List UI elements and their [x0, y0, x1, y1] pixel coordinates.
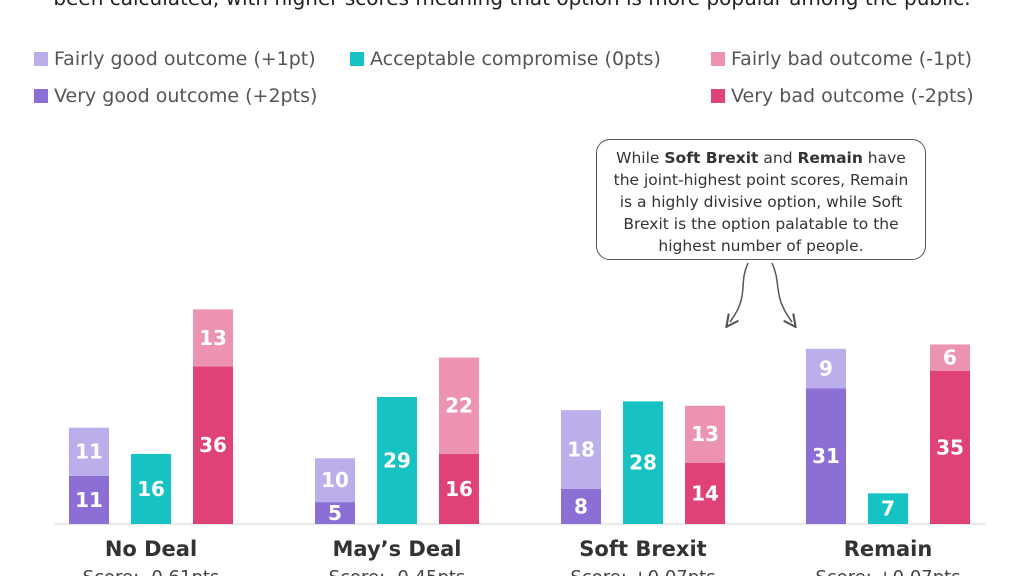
score-label: Score: +0.07pts [815, 567, 960, 576]
category-label: Remain [844, 537, 933, 561]
bar-segment-fairly-good [69, 427, 109, 476]
callout-arrow-left [730, 262, 749, 322]
legend-item-very-bad: Very bad outcome (-2pts) [711, 85, 974, 107]
header-text: been calculated, with higher scores mean… [0, 0, 1024, 10]
legend-item-acceptable: Acceptable compromise (0pts) [350, 48, 661, 70]
callout-arrow-right [771, 262, 792, 322]
bar-segment-fairly-bad [439, 357, 479, 454]
data-label: 28 [629, 451, 657, 475]
bar-segment-fairly-good [561, 410, 601, 489]
category-label: Soft Brexit [579, 537, 706, 561]
data-label: 10 [321, 468, 349, 492]
data-label: 29 [383, 448, 411, 472]
legend-swatch [350, 52, 364, 66]
annotation-callout: While Soft Brexit and Remain have the jo… [596, 139, 926, 260]
bar-segment-very-bad [193, 366, 233, 524]
bar-segment-very-good [69, 475, 109, 524]
bar-segment-fairly-good [806, 348, 846, 389]
bar-segment-acceptable [623, 401, 663, 524]
bar-segment-very-good [561, 488, 601, 524]
legend-label: Very bad outcome (-2pts) [731, 85, 974, 107]
legend-swatch [34, 89, 48, 103]
callout-part: have the joint-highest point scores, Rem… [613, 149, 909, 255]
data-label: 31 [812, 444, 840, 468]
legend-swatch [711, 89, 725, 103]
data-label: 13 [199, 326, 227, 350]
legend-swatch [711, 52, 725, 66]
data-label: 16 [445, 477, 473, 501]
data-label: 13 [691, 422, 719, 446]
bar-segment-very-bad [685, 462, 725, 524]
legend-item-fairly-good: Fairly good outcome (+1pt) [34, 48, 316, 70]
callout-part: While [616, 149, 665, 167]
bar-segment-fairly-bad [193, 309, 233, 367]
callout-part: and [758, 149, 798, 167]
legend-label: Very good outcome (+2pts) [54, 85, 318, 107]
bar-segment-fairly-bad [685, 405, 725, 463]
bar-segment-very-good [806, 388, 846, 524]
bar-segment-acceptable [131, 453, 171, 524]
bar-segment-acceptable [377, 396, 417, 524]
callout-bold: Soft Brexit [664, 149, 759, 167]
category-label: No Deal [105, 537, 197, 561]
data-label: 5 [328, 501, 342, 525]
data-label: 6 [943, 346, 957, 370]
callout-bold: Remain [797, 149, 863, 167]
legend-item-very-good: Very good outcome (+2pts) [34, 85, 317, 107]
data-label: 35 [936, 435, 964, 459]
legend-label: Acceptable compromise (0pts) [370, 48, 661, 70]
data-label: 8 [574, 494, 588, 518]
data-label: 11 [75, 440, 103, 464]
bar-segment-fairly-bad [930, 344, 970, 371]
bar-segment-very-bad [930, 370, 970, 524]
bar-segment-acceptable [868, 493, 908, 524]
legend-label: Fairly bad outcome (-1pt) [731, 48, 972, 70]
legend-label: Fairly good outcome (+1pt) [54, 48, 316, 70]
score-label: Score: -0.45pts [329, 567, 466, 576]
score-label: Score: -0.61pts [83, 567, 220, 576]
data-label: 22 [445, 394, 473, 418]
bar-segment-very-bad [439, 453, 479, 524]
data-label: 7 [881, 497, 895, 521]
bar-segment-very-good [315, 502, 355, 524]
data-label: 18 [567, 438, 595, 462]
legend-item-fairly-bad: Fairly bad outcome (-1pt) [711, 48, 972, 70]
score-label: Score: +0.07pts [570, 567, 715, 576]
data-label: 36 [199, 433, 227, 457]
data-label: 16 [137, 477, 165, 501]
data-label: 14 [691, 481, 719, 505]
legend-swatch [34, 52, 48, 66]
bar-segment-fairly-good [315, 458, 355, 503]
category-label: May’s Deal [333, 537, 462, 561]
data-label: 11 [75, 488, 103, 512]
data-label: 9 [819, 357, 833, 381]
